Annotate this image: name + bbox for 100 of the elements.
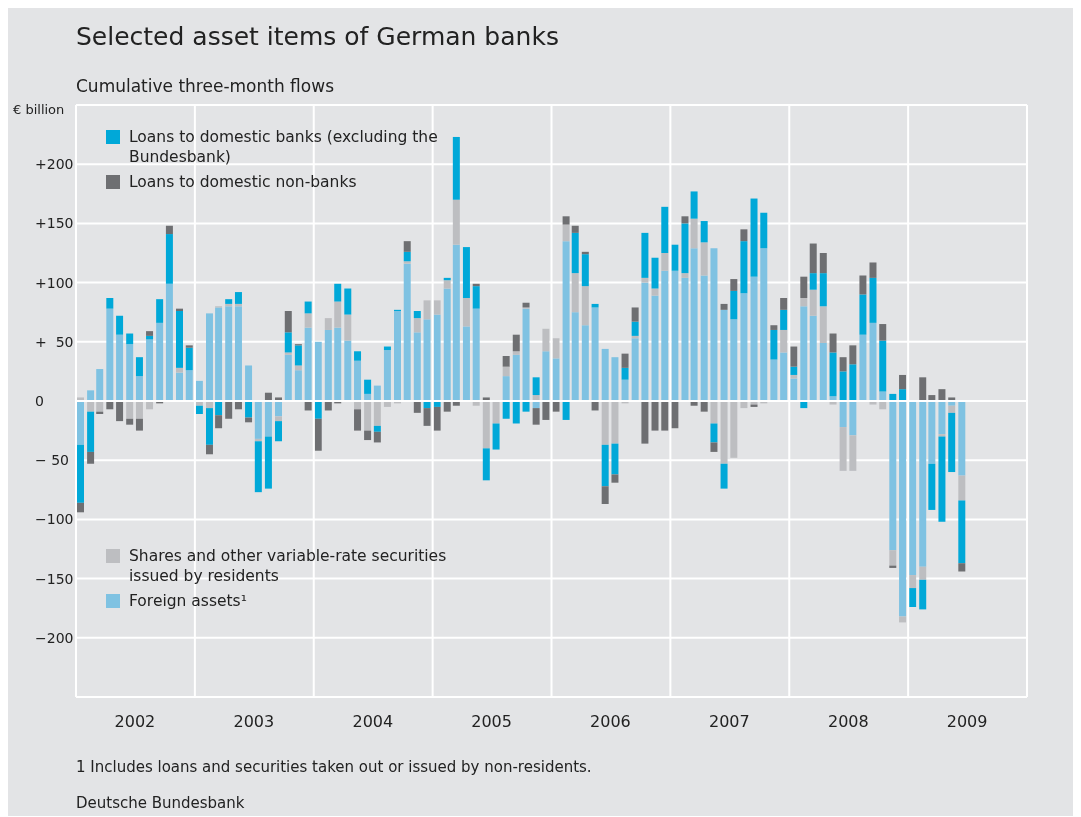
bar: [443, 280, 451, 289]
bar: [254, 401, 262, 439]
bar: [324, 318, 332, 330]
bar: [264, 401, 272, 437]
bar: [116, 315, 124, 335]
bar: [869, 322, 877, 401]
bar: [571, 312, 579, 401]
bar: [522, 308, 530, 401]
bar: [651, 295, 659, 401]
legend-label: Loans to domestic banks (excluding the Bundesbank): [129, 127, 439, 167]
bar: [433, 406, 441, 431]
bar: [681, 273, 689, 278]
bar: [859, 294, 867, 335]
bar: [87, 390, 95, 401]
bar: [156, 299, 164, 323]
bar: [275, 401, 283, 417]
bar: [314, 401, 322, 419]
bar: [710, 401, 718, 424]
bar: [889, 401, 897, 551]
bar: [571, 232, 579, 274]
bar: [165, 234, 173, 284]
bar: [661, 401, 669, 431]
bar: [245, 365, 253, 401]
bar: [373, 425, 381, 432]
bar: [601, 486, 609, 505]
bar: [423, 319, 431, 401]
bar: [195, 405, 203, 415]
bar: [919, 401, 927, 567]
bar: [591, 307, 599, 401]
bar: [720, 303, 728, 310]
bar: [700, 401, 708, 412]
bar: [126, 344, 134, 401]
bar: [87, 451, 95, 464]
bar: [225, 306, 233, 401]
bar: [849, 345, 857, 365]
bar: [571, 225, 579, 233]
bar: [225, 299, 233, 304]
bar: [264, 436, 272, 489]
bar: [492, 423, 500, 450]
legend-label: Shares and other variable-rate securities issued by residents: [129, 546, 448, 586]
bar: [304, 327, 312, 401]
bar: [482, 401, 490, 449]
bar: [938, 401, 946, 435]
bar: [849, 401, 857, 436]
bar: [611, 357, 619, 401]
bar: [919, 579, 927, 610]
text: Deutsche Bundesbank: [76, 794, 245, 812]
bar: [522, 401, 530, 412]
bar: [135, 418, 143, 431]
bar: [87, 411, 95, 452]
bar: [294, 365, 302, 371]
bar: [879, 340, 887, 392]
bar: [740, 241, 748, 294]
bar: [482, 448, 490, 481]
bar: [364, 379, 372, 394]
bar: [165, 225, 173, 235]
bar: [373, 431, 381, 443]
bar: [354, 360, 362, 401]
bar: [809, 315, 817, 401]
bar: [720, 463, 728, 489]
bar: [661, 253, 669, 271]
bar: [661, 270, 669, 401]
bar: [87, 401, 95, 412]
bar: [275, 421, 283, 442]
bar: [106, 308, 114, 401]
bar: [681, 277, 689, 401]
bar: [849, 435, 857, 471]
bar: [176, 367, 184, 373]
bar: [552, 401, 560, 412]
bar: [780, 352, 788, 401]
bar: [809, 289, 817, 316]
y-tick-label: +150: [35, 215, 74, 232]
bar: [958, 475, 966, 501]
bar: [621, 379, 629, 401]
bar: [720, 401, 728, 464]
bar: [542, 401, 550, 420]
bar: [651, 288, 659, 296]
bar: [859, 275, 867, 295]
bar: [562, 224, 570, 242]
bar: [176, 372, 184, 401]
bar: [948, 405, 956, 413]
bar: [354, 409, 362, 431]
bar: [919, 566, 927, 580]
bar: [542, 328, 550, 352]
bar: [750, 276, 758, 401]
bar: [770, 325, 778, 330]
bar: [215, 415, 223, 429]
bar: [116, 401, 124, 422]
bar: [581, 286, 589, 326]
bar: [512, 334, 520, 352]
bar: [215, 401, 223, 416]
bar: [879, 324, 887, 341]
x-tick-label: 2008: [828, 712, 869, 731]
bar: [621, 353, 629, 368]
bar: [869, 277, 877, 323]
bar: [730, 279, 738, 291]
bar: [135, 376, 143, 401]
bar: [403, 261, 411, 264]
y-tick-label: + 50: [35, 333, 74, 350]
bar: [314, 341, 322, 401]
